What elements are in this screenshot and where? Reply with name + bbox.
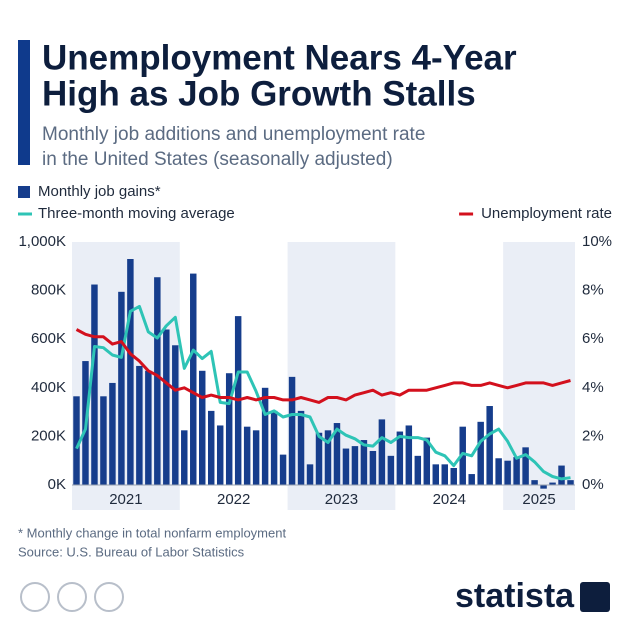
bar [181,430,188,485]
bar [145,370,152,485]
year-band [287,242,396,510]
y-tick-label: 200K [31,427,66,444]
bar [127,259,134,485]
y-tick-label: 0K [48,476,66,493]
bar [324,430,332,485]
chart-title-line: High as Job Growth Stalls [42,74,476,113]
bar [279,454,287,485]
bar [495,458,502,485]
brand-logo: statista [455,577,575,615]
bar [109,382,116,485]
bar [387,455,395,485]
legend-swatch [18,186,30,198]
bar [297,410,305,485]
bar [486,406,493,485]
x-tick-label: 2022 [217,491,250,508]
footnote: * Monthly change in total nonfarm employ… [18,525,286,540]
line [75,304,571,481]
y2-tick-label: 2% [582,427,604,444]
legend-label: Three-month moving average [38,205,235,222]
brand-icon [580,582,610,612]
bar [172,345,179,485]
bar [378,419,386,485]
bar [216,425,224,485]
y2-tick-label: 8% [582,282,604,299]
bar [360,440,368,485]
legend-label: Monthly job gains* [38,183,161,200]
chart-title-line: Unemployment Nears 4-Year [42,38,517,77]
bar [154,277,161,485]
bar [504,460,511,485]
line [75,328,571,404]
bar [558,465,565,485]
x-tick-label: 2024 [433,491,466,508]
source: Source: U.S. Bureau of Labor Statistics [18,544,245,559]
bar [136,365,143,485]
x-tick-label: 2025 [522,491,555,508]
bar [432,464,440,485]
bar [225,373,233,485]
license-icons [20,582,124,612]
bar [540,485,547,489]
bar [531,480,538,485]
bar [252,430,260,485]
bar [306,464,314,485]
x-tick-label: 2023 [325,491,358,508]
chart-subtitle-line: Monthly job additions and unemployment r… [42,124,425,145]
bar [243,426,251,485]
legend-label: Unemployment rate [481,205,612,222]
bar [549,482,556,485]
bar [91,284,98,485]
bar [270,410,278,485]
y-tick-label: 1,000K [18,233,66,250]
bar [513,457,520,485]
bar [333,423,341,485]
bar [567,480,574,485]
bar [315,432,323,485]
y2-tick-label: 0% [582,476,604,493]
bar [351,446,359,485]
bar [450,467,457,485]
bar [73,396,80,485]
bar [342,448,350,485]
y2-tick-label: 4% [582,379,604,396]
bar [396,431,404,485]
bar [288,376,296,485]
bar [207,410,215,485]
bar [414,455,422,485]
bar [163,329,170,485]
bar [118,291,125,485]
title-accent [18,40,30,165]
bar [423,437,431,485]
chart-subtitle-line: in the United States (seasonally adjuste… [42,149,393,170]
bar [522,447,529,485]
bar [441,464,448,485]
bar [477,421,484,485]
y-tick-label: 400K [31,379,66,396]
y2-tick-label: 10% [582,233,612,250]
bar [100,396,107,485]
bar [468,474,475,485]
x-tick-label: 2021 [109,491,142,508]
y-tick-label: 800K [31,282,66,299]
bar [369,450,377,485]
y-tick-label: 600K [31,330,66,347]
bar [190,273,197,485]
y2-tick-label: 6% [582,330,604,347]
bar [199,370,206,485]
bar [405,425,413,485]
bar [261,387,269,485]
